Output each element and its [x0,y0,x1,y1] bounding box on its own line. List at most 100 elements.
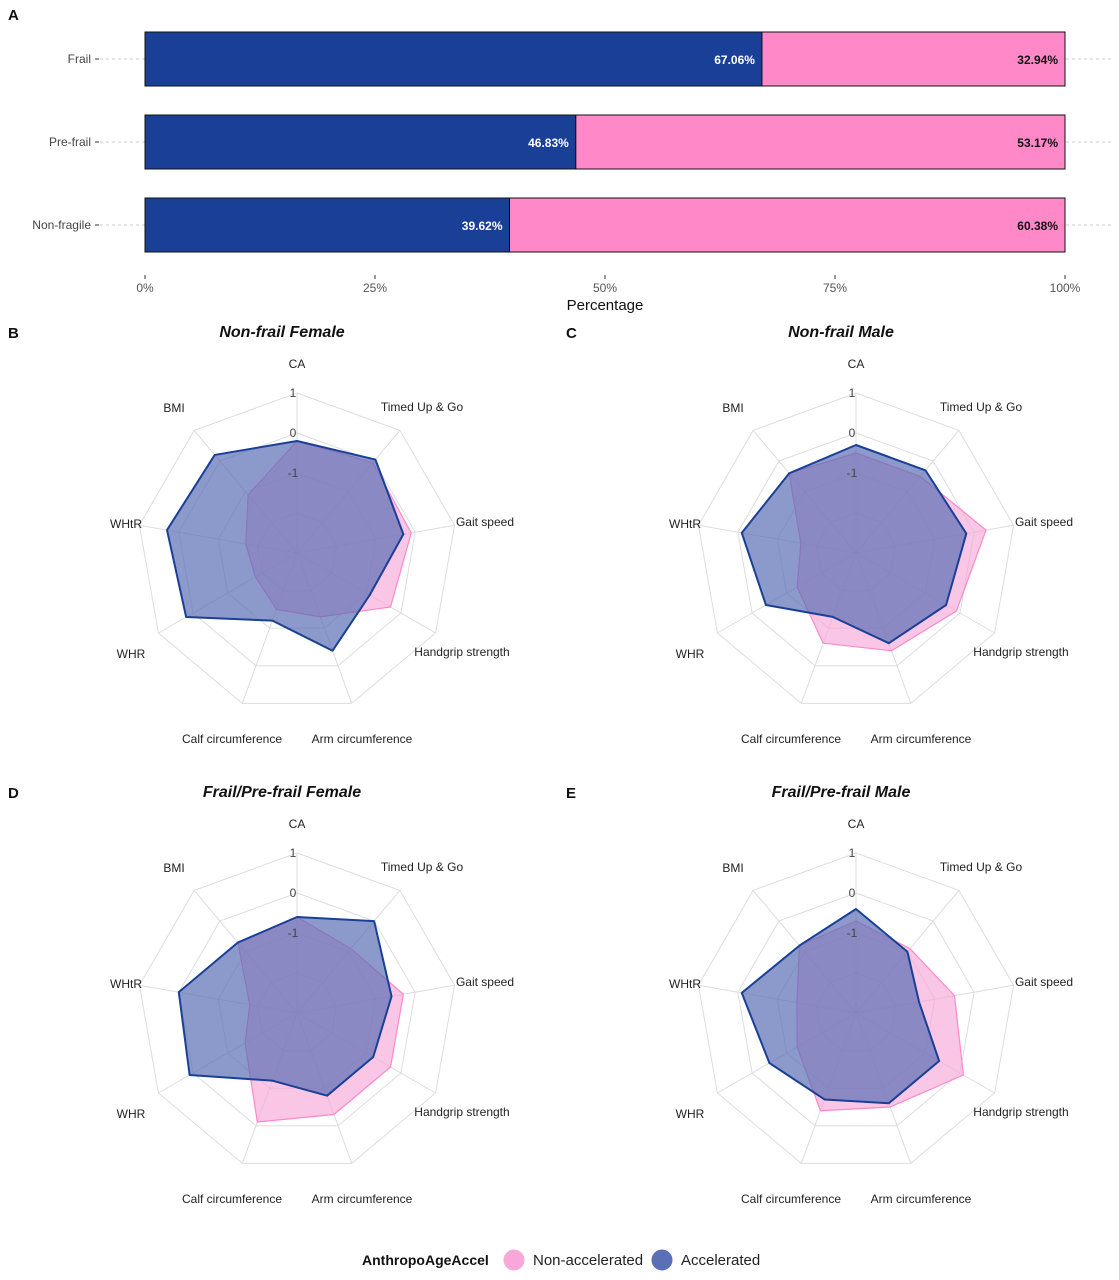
stacked-bar-chart: Frail 67.06% 32.94% Pre-frail 46.83% 53.17% No… [32,31,1112,314]
radar-chart-non-frail-female: Non-frail Female 1 0 -1 CA Timed Up & Go Gait… [110,324,514,746]
radar-polygon-accelerated [740,908,941,1105]
radar-axis-label-gait-speed: Gait speed [456,515,514,529]
radar-chart-frail-pre-frail-male: Frail/Pre-frail Male 1 0 -1 CA Timed Up & Go… [669,784,1073,1206]
radar-axis-label-whr: WHR [117,647,146,661]
bar-segment-non-accelerated-frail [761,31,1066,87]
radar-ring-label: 0 [290,426,297,440]
radar-chart-frail-pre-frail-female: Frail/Pre-frail Female 1 0 -1 CA Timed Up & … [110,784,514,1206]
x-tick-label: 100% [1050,281,1081,295]
x-tick-label: 50% [593,281,617,295]
category-label-frail: Frail [68,52,91,66]
value-label-accelerated-non-fragile: 39.62% [462,219,503,233]
radar-grid-ring [697,852,1015,1164]
radar-axis-label-timed-up-go: Timed Up & Go [940,860,1023,874]
radar-axis-label-ca: CA [848,817,865,831]
radar-chart-non-frail-male: Non-frail Male 1 0 -1 CA Timed Up & Go Gait s… [669,324,1073,746]
radar-ring-label: 0 [849,886,856,900]
radar-axis-label-handgrip-strength: Handgrip strength [414,1105,509,1119]
radar-polygon-accelerated [177,916,393,1097]
panel-label-e: E [566,785,576,802]
radar-axis-label-whtr: WHtR [110,517,142,531]
category-label-non-fragile: Non-fragile [32,218,91,232]
radar-series [166,440,412,652]
radar-axis-label-arm-circumference: Arm circumference [312,1192,413,1206]
radar-axis-label-bmi: BMI [722,401,743,415]
radar-axis-label-handgrip-strength: Handgrip strength [973,1105,1068,1119]
radar-ring-label: 1 [290,386,297,400]
radar-axis-label-whtr: WHtR [110,977,142,991]
legend-swatch-accelerated [650,1248,674,1272]
radar-axis-label-gait-speed: Gait speed [1015,975,1073,989]
x-tick-label: 25% [363,281,387,295]
legend-label-non-accelerated: Non-accelerated [533,1252,643,1269]
legend-swatch-non-accelerated [502,1248,526,1272]
x-tick-label: 75% [823,281,847,295]
radar-ring-label: 0 [290,886,297,900]
radar-axis-label-whr: WHR [676,1107,705,1121]
radar-series [740,444,987,652]
radar-series [177,916,404,1123]
x-tick-label: 0% [136,281,154,295]
value-label-non-accelerated-non-fragile: 60.38% [1017,219,1058,233]
radar-grid-ring [737,892,975,1127]
bar-segment-non-accelerated-non-fragile [509,197,1066,253]
radar-axis-labels: CA Timed Up & Go Gait speed Handgrip streng… [110,357,514,746]
radar-axis-label-whr: WHR [117,1107,146,1121]
radar-ring-label: 1 [849,846,856,860]
radar-axis-label-arm-circumference: Arm circumference [312,732,413,746]
radar-axis-label-calf-circumference: Calf circumference [741,1192,841,1206]
radar-axis-label-handgrip-strength: Handgrip strength [414,645,509,659]
radar-grid-ring [138,392,456,704]
panel-label-a: A [8,7,19,24]
radar-axis-label-arm-circumference: Arm circumference [871,732,972,746]
radar-axis-labels: CA Timed Up & Go Gait speed Handgrip streng… [669,357,1073,746]
radar-series [740,908,964,1112]
radar-axis-label-gait-speed: Gait speed [456,975,514,989]
radar-axis-label-ca: CA [848,357,865,371]
radar-title: Frail/Pre-frail Male [772,784,911,801]
radar-axis-label-bmi: BMI [722,861,743,875]
legend-title: AnthropoAgeAccel [362,1252,489,1268]
radar-axis-label-gait-speed: Gait speed [1015,515,1073,529]
radar-ring-label: 1 [290,846,297,860]
x-axis-ticks: 0% 25% 50% 75% 100% [136,275,1081,295]
radar-axis-labels: CA Timed Up & Go Gait speed Handgrip streng… [110,817,514,1206]
legend-label-accelerated: Accelerated [681,1252,760,1269]
panel-label-b: B [8,325,19,342]
radar-ring-label: 1 [849,386,856,400]
radar-ring-label: 0 [849,426,856,440]
radar-axis-label-bmi: BMI [163,401,184,415]
bar-segment-accelerated-non-fragile [144,197,511,253]
radar-axis-label-whtr: WHtR [669,517,701,531]
radar-axis-label-timed-up-go: Timed Up & Go [940,400,1023,414]
panel-label-d: D [8,785,19,802]
category-label-pre-frail: Pre-frail [49,135,91,149]
panel-label-c: C [566,325,577,342]
radar-axis-label-whr: WHR [676,647,705,661]
radar-grid-ring [697,392,1015,704]
x-axis-title: Percentage [567,297,644,314]
radar-axis-label-calf-circumference: Calf circumference [182,1192,282,1206]
radar-axis-label-calf-circumference: Calf circumference [741,732,841,746]
radar-grid-ring [138,852,456,1164]
radar-polygon-accelerated [740,444,968,645]
radar-polygon-accelerated [166,440,405,652]
radar-axis-label-timed-up-go: Timed Up & Go [381,400,464,414]
legend: AnthropoAgeAccel Non-accelerated Acceler… [362,1248,760,1272]
bar-segment-accelerated-frail [144,31,763,87]
radar-ring-label: -1 [847,926,858,940]
radar-title: Non-frail Male [788,324,894,341]
radar-axis-label-ca: CA [289,817,306,831]
bar-rows: Frail 67.06% 32.94% Pre-frail 46.83% 53.17% No… [32,31,1066,253]
radar-ring-label: -1 [288,926,299,940]
value-label-non-accelerated-frail: 32.94% [1017,53,1058,67]
radar-axis-labels: CA Timed Up & Go Gait speed Handgrip streng… [669,817,1073,1206]
radar-ring-labels: 1 0 -1 [847,846,858,940]
radar-ring-label: -1 [847,466,858,480]
radar-ring-label: -1 [288,466,299,480]
radar-axis-label-timed-up-go: Timed Up & Go [381,860,464,874]
radar-ring-labels: 1 0 -1 [288,386,299,480]
radar-ring-labels: 1 0 -1 [288,846,299,940]
value-label-accelerated-frail: 67.06% [714,53,755,67]
radar-grid-ring [178,892,416,1127]
